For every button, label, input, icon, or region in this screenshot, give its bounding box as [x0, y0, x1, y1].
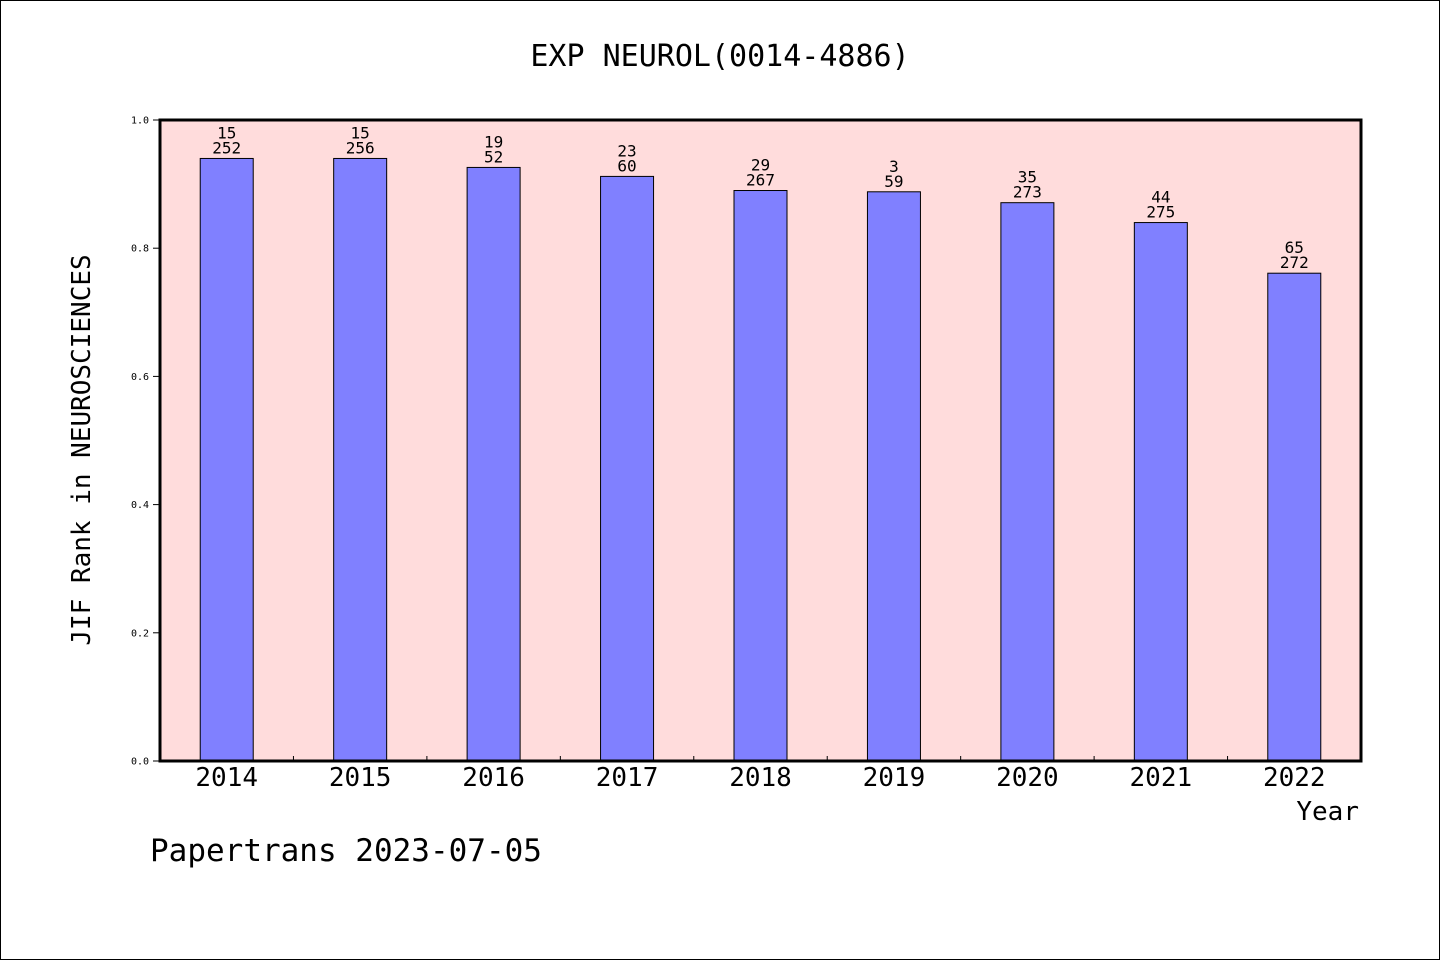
y-tick-label-1.0: 1.0	[131, 116, 149, 127]
x-tick-label-2022: 2022	[1263, 763, 1326, 793]
bar-label-top-2014: 15	[217, 123, 236, 142]
x-tick-label-2021: 2021	[1130, 763, 1193, 793]
bar-label-top-2019: 3	[889, 157, 899, 176]
x-tick-label-2014: 2014	[195, 763, 258, 793]
bar-2016	[466, 166, 521, 762]
bars-group	[199, 157, 1322, 762]
bar-label-top-2016: 19	[484, 132, 503, 151]
bar-label-bottom-2015: 256	[346, 138, 375, 157]
x-tick-label-2016: 2016	[462, 763, 525, 793]
bar-label-bottom-2018: 267	[746, 171, 775, 190]
bar-label-top-2015: 15	[351, 123, 370, 142]
bar-label-bottom-2021: 275	[1146, 203, 1175, 222]
bar-label-top-2020: 35	[1018, 168, 1037, 187]
bar-label-bottom-2014: 252	[212, 138, 241, 157]
bar-2017	[600, 175, 655, 762]
y-tick-label-0.4: 0.4	[131, 500, 149, 511]
x-tick-label-2020: 2020	[996, 763, 1059, 793]
bar-2022	[1267, 272, 1322, 762]
bar-label-bottom-2022: 272	[1280, 253, 1309, 272]
y-tick-label-0.0: 0.0	[131, 757, 149, 768]
bar-label-bottom-2019: 59	[884, 172, 903, 191]
x-tick-label-2015: 2015	[329, 763, 392, 793]
plot-border	[158, 118, 1363, 763]
x-tick-label-2018: 2018	[729, 763, 792, 793]
bar-2021	[1133, 222, 1188, 762]
bar-2018	[733, 190, 788, 762]
y-axis-ticks: 0.0 0.2 0.4 0.6 0.8 1.0	[131, 116, 160, 768]
bar-label-bottom-2020: 273	[1013, 183, 1042, 202]
x-tick-label-2017: 2017	[596, 763, 659, 793]
x-tick-label-2019: 2019	[863, 763, 926, 793]
y-tick-label-0.2: 0.2	[131, 628, 149, 639]
footer-watermark: Papertrans 2023-07-05	[150, 833, 542, 869]
bar-2015	[333, 157, 388, 762]
chart-title: EXP NEUROL(0014-4886)	[530, 39, 909, 74]
bar-label-bottom-2017: 60	[617, 156, 636, 175]
bar-label-bottom-2016: 52	[484, 147, 503, 166]
bar-label-top-2022: 65	[1285, 238, 1304, 257]
bar-2014	[199, 157, 254, 762]
bar-2020	[1000, 202, 1055, 762]
x-axis-ticks: 2014 2015 2016 2017 2018 2019 2020 2021 2022	[195, 756, 1326, 793]
bar-2019	[866, 191, 921, 762]
bar-label-top-2018: 29	[751, 156, 770, 175]
y-tick-label-0.6: 0.6	[131, 372, 149, 383]
x-axis-label: Year	[1296, 797, 1359, 827]
bar-label-top-2017: 23	[617, 141, 636, 160]
bar-label-top-2021: 44	[1151, 188, 1170, 207]
y-axis-label: JIF Rank in NEUROSCIENCES	[67, 254, 97, 645]
y-tick-label-0.8: 0.8	[131, 244, 149, 255]
